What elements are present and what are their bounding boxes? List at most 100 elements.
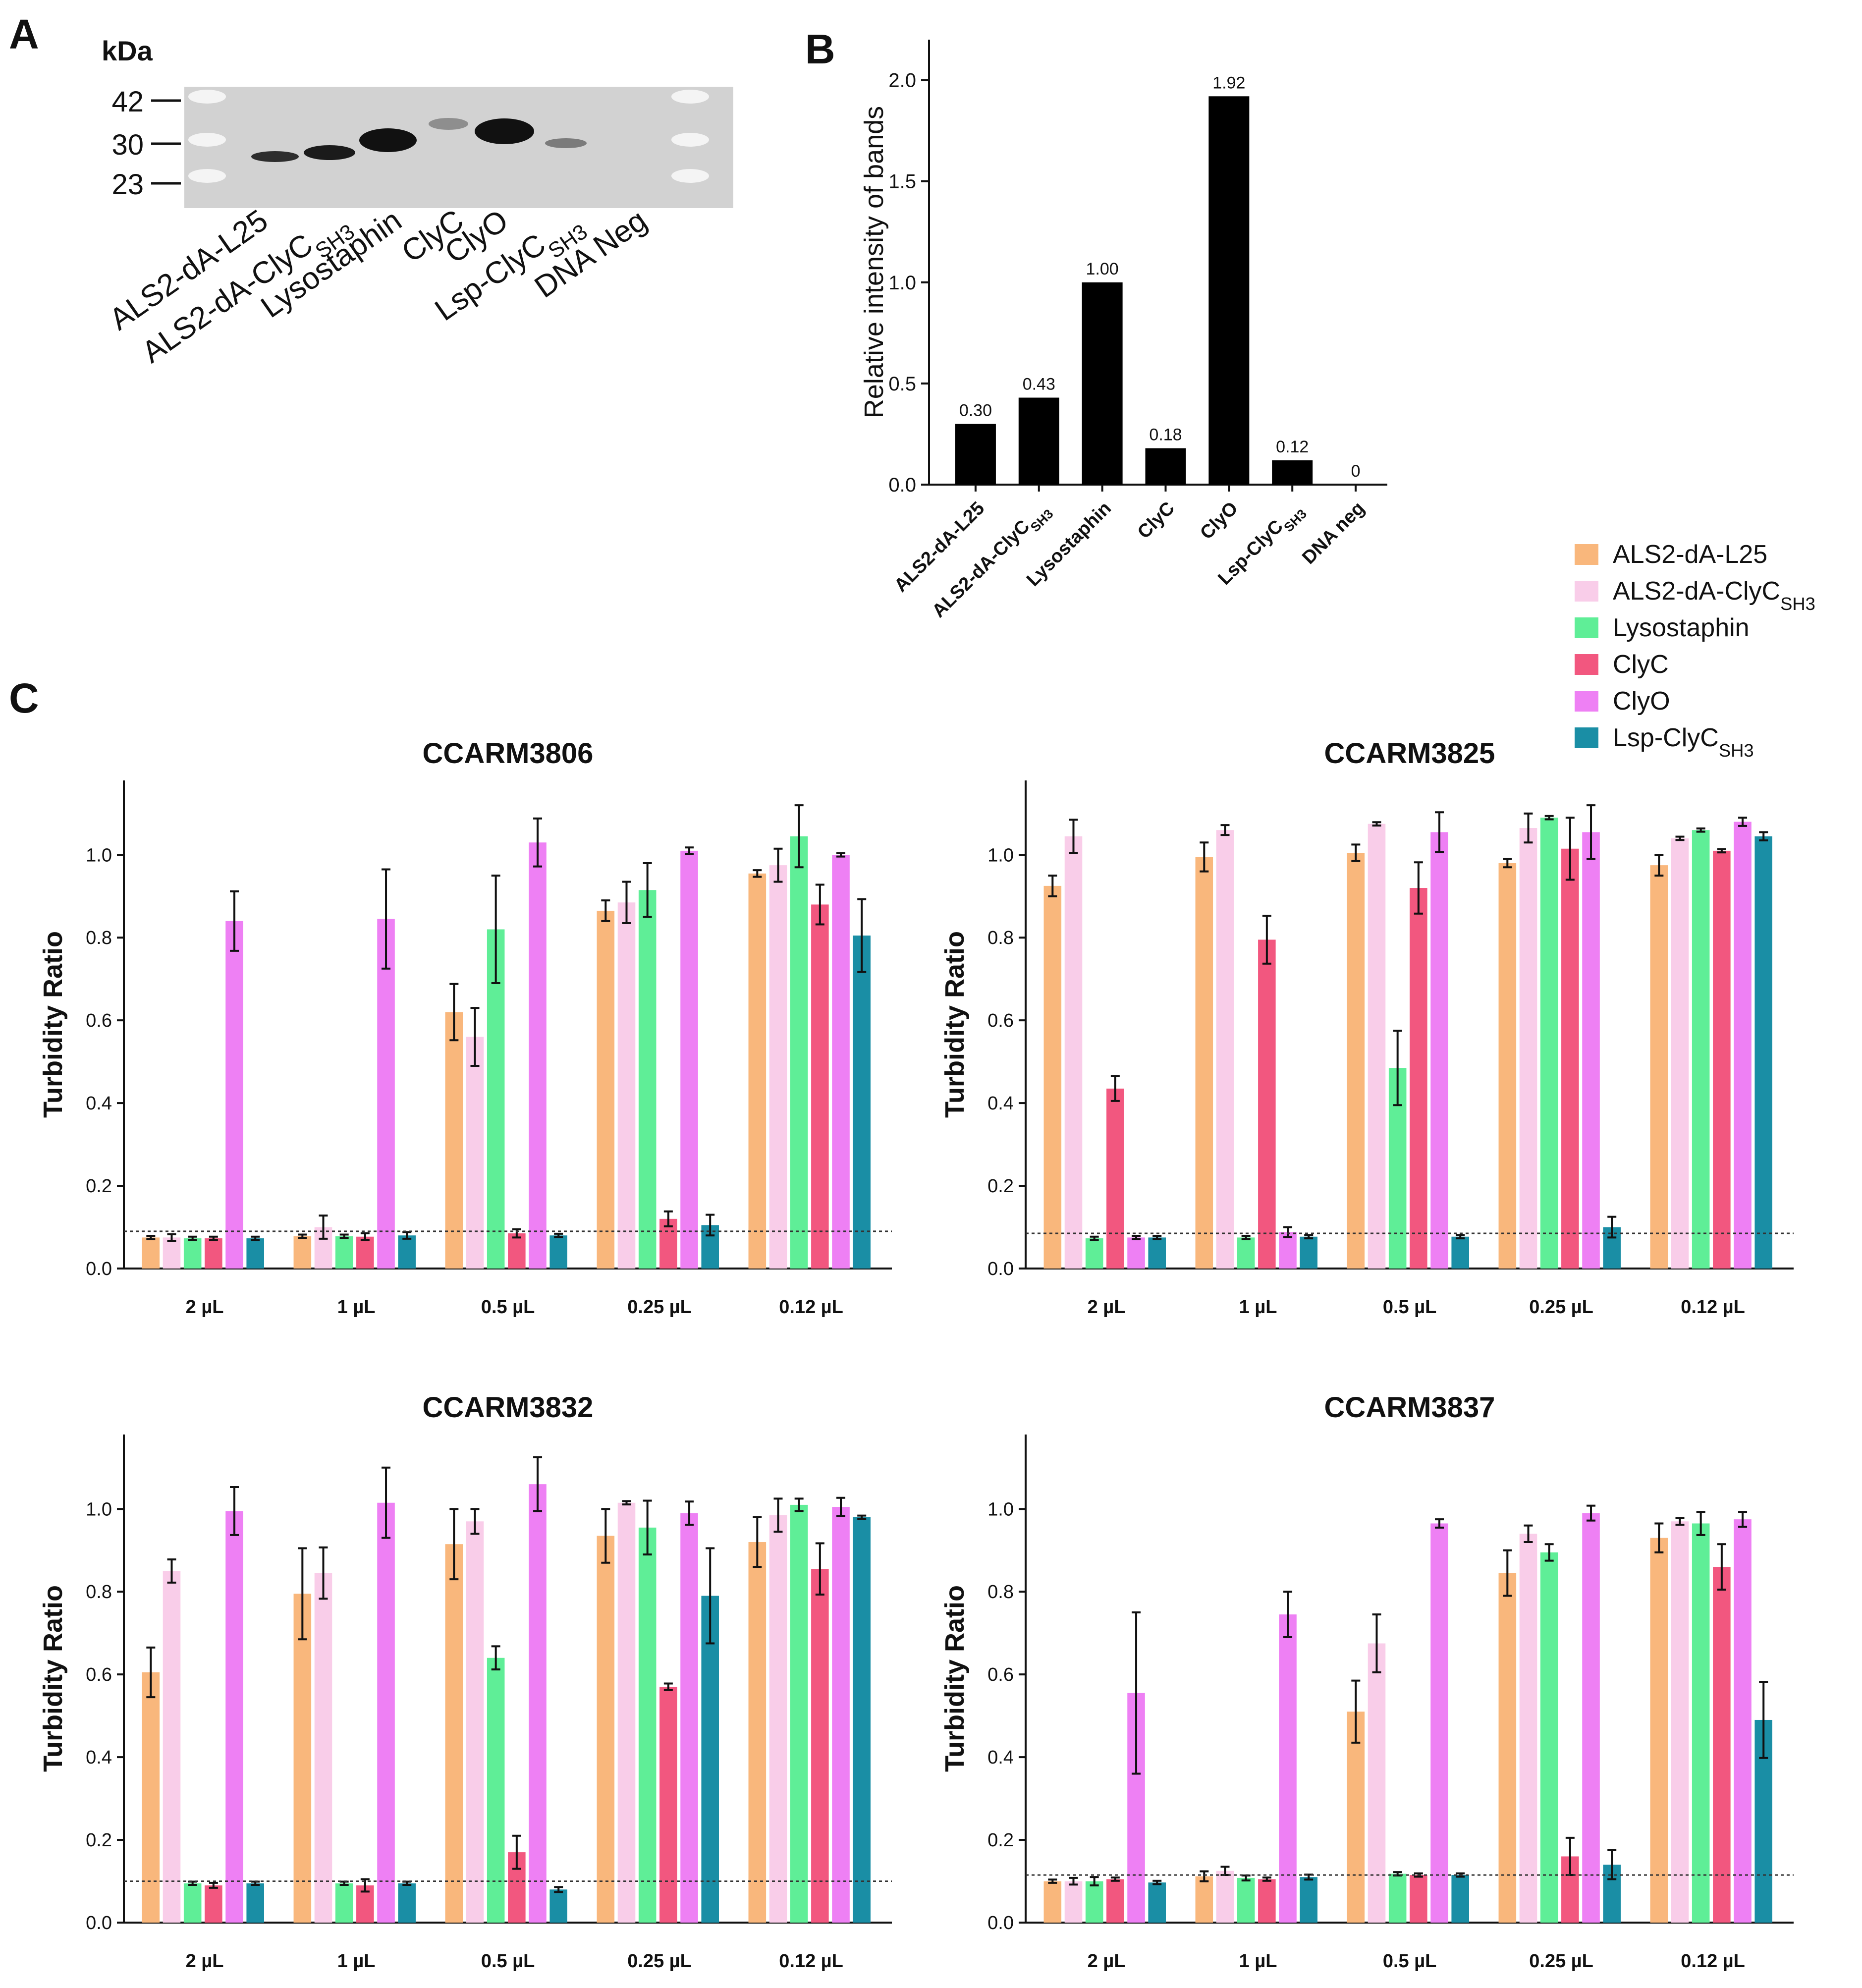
y-tick-label: 1.0 xyxy=(86,845,112,866)
intensity-bar xyxy=(1272,460,1313,485)
intensity-bar xyxy=(1208,96,1250,485)
y-tick-label: 0.4 xyxy=(86,1093,112,1114)
category-label-main: ClyO xyxy=(1196,498,1242,544)
y-tick-label: 1.0 xyxy=(987,1499,1014,1520)
category-label: 1 µL xyxy=(337,1951,376,1972)
turbidity-bar xyxy=(853,1517,871,1923)
turbidity-bar xyxy=(680,850,698,1269)
turbidity-bar xyxy=(487,929,505,1269)
turbidity-bar xyxy=(1692,830,1710,1269)
turbidity-bar xyxy=(1734,1519,1752,1923)
turbidity-bar xyxy=(356,1236,374,1269)
turbidity-bar xyxy=(659,1687,677,1923)
chart-title: CCARM3825 xyxy=(1324,737,1495,770)
turbidity-bar xyxy=(508,1233,526,1269)
y-tick-label: 0.0 xyxy=(86,1913,112,1933)
chart-title: CCARM3837 xyxy=(1324,1391,1495,1424)
turbidity-bar xyxy=(1085,1238,1103,1269)
turbidity-bar xyxy=(293,1236,312,1269)
data-label: 0.30 xyxy=(959,401,992,420)
y-tick-label: 1.0 xyxy=(987,845,1014,866)
gel-sample-band xyxy=(429,118,468,130)
turbidity-bar xyxy=(1279,1614,1297,1923)
y-tick-label: 0.8 xyxy=(86,1582,112,1602)
turbidity-bar xyxy=(1498,863,1517,1269)
turbidity-bar xyxy=(617,1502,636,1923)
turbidity-chart-ccarm3832: CCARM3832 Turbidity Ratio 0.0 0.2 0.4 0.6 0.8 1… xyxy=(38,1391,892,1972)
turbidity-chart-ccarm3806: CCARM3806 Turbidity Ratio 0.0 0.2 0.4 0.6 0.8 1… xyxy=(38,737,892,1318)
turbidity-bar xyxy=(748,873,767,1269)
legend-label-main: ALS2-dA-L25 xyxy=(1613,540,1767,569)
gel-sample-band xyxy=(304,145,355,160)
turbidity-bar xyxy=(1216,1871,1234,1923)
category-label: 0.25 µL xyxy=(627,1297,692,1318)
turbidity-bar xyxy=(769,865,787,1269)
y-tick-label: 0.2 xyxy=(86,1176,112,1197)
y-tick-label: 0.4 xyxy=(987,1093,1014,1114)
turbidity-bar xyxy=(1713,1567,1731,1923)
turbidity-bar xyxy=(529,842,547,1269)
turbidity-bar xyxy=(1410,888,1427,1269)
turbidity-bar xyxy=(638,1527,657,1923)
turbidity-bar xyxy=(617,902,636,1269)
category-label: 1 µL xyxy=(1239,1951,1277,1972)
series-legend: ALS2-dA-L25ALS2-dA-ClyCSH3LysostaphinCly… xyxy=(1575,540,1815,761)
y-tick-label: 0.8 xyxy=(86,928,112,948)
turbidity-bar xyxy=(163,1571,181,1923)
turbidity-bar xyxy=(487,1657,505,1923)
turbidity-bar xyxy=(1692,1523,1710,1923)
intensity-bar xyxy=(1082,282,1123,485)
category-label: 0.12 µL xyxy=(1681,1951,1745,1972)
y-tick-label: 0.8 xyxy=(987,1582,1014,1602)
turbidity-bar xyxy=(1106,1879,1124,1923)
gel-ladder-band xyxy=(671,133,709,147)
category-label: 0.5 µL xyxy=(1383,1297,1437,1318)
gel-ladder-band xyxy=(671,169,709,183)
legend-swatch xyxy=(1575,691,1598,712)
turbidity-bar xyxy=(1368,1643,1386,1923)
legend-swatch xyxy=(1575,727,1598,748)
turbidity-bar xyxy=(1043,885,1062,1269)
turbidity-bar xyxy=(769,1515,787,1923)
turbidity-bar xyxy=(549,1889,567,1923)
intensity-bar xyxy=(955,424,996,485)
category-label: ClyO xyxy=(1196,498,1242,544)
turbidity-bar xyxy=(1258,939,1276,1269)
gel-lane-labels: ALS2-dA-L25ALS2-dA-ClyCSH3LysostaphinCly… xyxy=(104,203,654,370)
y-tick-label: 0.2 xyxy=(987,1176,1014,1197)
turbidity-bar xyxy=(811,1569,829,1923)
turbidity-bar xyxy=(398,1235,416,1269)
turbidity-bar xyxy=(1451,1236,1469,1269)
turbidity-bar xyxy=(335,1236,353,1269)
chart-title: CCARM3806 xyxy=(423,737,594,770)
turbidity-bar xyxy=(445,1544,463,1923)
turbidity-bar xyxy=(1519,828,1537,1269)
turbidity-bar xyxy=(1519,1534,1537,1923)
category-label: 0.5 µL xyxy=(481,1297,535,1318)
legend-swatch xyxy=(1575,544,1598,565)
legend-label-main: ALS2-dA-ClyC xyxy=(1613,577,1780,606)
y-tick-label: 0.0 xyxy=(86,1259,112,1279)
turbidity-bar xyxy=(832,855,850,1269)
category-label: 0.25 µL xyxy=(1529,1297,1593,1318)
legend-label: ALS2-dA-L25 xyxy=(1613,540,1767,569)
legend-label: ClyO xyxy=(1613,687,1670,716)
category-label: 0.25 µL xyxy=(627,1951,692,1972)
gel-ladder-band xyxy=(188,90,226,104)
legend-swatch xyxy=(1575,654,1598,675)
turbidity-bar xyxy=(1713,850,1731,1269)
turbidity-bar xyxy=(1650,865,1668,1269)
turbidity-bar xyxy=(1671,1521,1689,1923)
y-tick-label: 0.4 xyxy=(86,1747,112,1768)
turbidity-bar xyxy=(529,1484,547,1923)
legend-label: ClyC xyxy=(1613,650,1669,679)
turbidity-bar xyxy=(1148,1882,1166,1923)
turbidity-bar xyxy=(445,1012,463,1269)
category-label: 2 µL xyxy=(1088,1297,1126,1318)
turbidity-bar xyxy=(183,1883,202,1923)
category-label: Lysostaphin xyxy=(1023,498,1115,591)
turbidity-bar xyxy=(246,1238,264,1269)
turbidity-bar xyxy=(1127,1237,1145,1269)
turbidity-bar xyxy=(853,936,871,1269)
turbidity-bar xyxy=(1347,1712,1365,1923)
